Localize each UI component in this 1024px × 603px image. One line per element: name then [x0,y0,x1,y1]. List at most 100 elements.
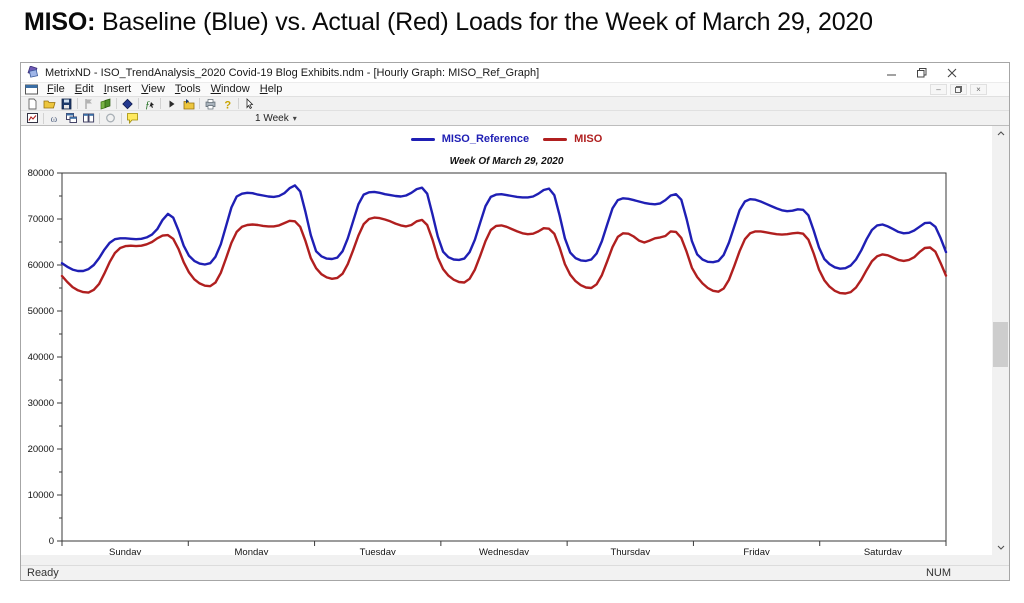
legend-label-reference: MISO_Reference [441,133,530,145]
refresh-button[interactable] [102,112,119,125]
paste-button[interactable] [97,97,114,110]
line-chart: 0 10000 20000 30000 40000 50000 60000 70000 8000… [28,168,948,556]
tile-windows-button[interactable] [80,112,97,125]
svg-text:Wednesday: Wednesday [479,547,529,556]
gem-button[interactable] [119,97,136,110]
svg-text:70000: 70000 [28,214,54,225]
legend-label-actual: MISO [574,133,603,145]
scroll-down-button[interactable] [992,540,1009,555]
save-icon [61,98,72,109]
app-logo-icon [27,66,39,78]
close-icon [947,68,957,77]
graph-icon [27,113,38,123]
restore-icon [917,67,927,77]
range-dropdown-value: 1 Week [255,112,289,124]
svg-text:Monday: Monday [235,547,269,556]
svg-text:Sunday: Sunday [109,547,141,556]
child-minimize-button[interactable]: – [930,84,947,95]
chart-legend: MISO_Reference MISO [21,133,992,145]
comment-button[interactable] [124,112,141,125]
pointer-button[interactable] [241,97,258,110]
svg-text:ω: ω [51,114,58,124]
play-button[interactable] [163,97,180,110]
new-file-button[interactable] [24,97,41,110]
help-button[interactable]: ? [219,97,236,110]
window-tile-icon [83,113,95,123]
function-pointer-button[interactable]: ƒ [141,97,158,110]
help-icon: ? [224,99,231,110]
vertical-scrollbar[interactable] [992,126,1009,555]
print-button[interactable] [202,97,219,110]
horizontal-scrollbar[interactable] [21,555,992,565]
num-lock-indicator: NUM [925,567,951,579]
slide-title: MISO: Baseline (Blue) vs. Actual (Red) L… [24,8,873,37]
slide-title-prefix: MISO: [24,8,96,36]
toolbar-graph: ω 1 Week ▾ [21,110,1009,125]
open-folder-button[interactable] [41,97,58,110]
statusbar: Ready NUM [21,565,1009,580]
menu-item-tools[interactable]: Tools [174,83,201,95]
vertical-scrollbar-thumb[interactable] [993,322,1008,367]
toolbar-main: ƒ ? [21,96,1009,110]
scroll-up-button[interactable] [992,126,1009,141]
child-close-button[interactable]: × [970,84,987,95]
legend-entry-actual: MISO [543,133,602,145]
minimize-button[interactable] [877,63,907,82]
child-window-icon[interactable] [25,84,38,95]
menu-item-edit[interactable]: Edit [74,83,94,95]
folder-export-icon [183,98,195,109]
menu-item-window[interactable]: Window [210,83,250,95]
formula-view-button[interactable]: ω [46,112,63,125]
svg-text:20000: 20000 [28,444,54,455]
chart-title: Week Of March 29, 2020 [449,156,564,167]
open-folder-icon [43,100,56,108]
svg-text:ƒ: ƒ [145,100,150,110]
save-button[interactable] [58,97,75,110]
folder-export-button[interactable] [180,97,197,110]
function-pointer-icon: ƒ [145,100,154,110]
window-title: MetrixND - ISO_TrendAnalysis_2020 Covid-… [45,66,540,79]
gem-icon [122,98,133,109]
play-icon [169,100,175,107]
menubar: File Edit Insert View Tools Window Help – × [21,82,1009,96]
menu-items: File Edit Insert View Tools Window Help [42,83,287,96]
child-restore-button[interactable] [950,84,967,95]
legend-swatch-blue [410,137,435,141]
flag-icon [85,98,92,109]
status-message: Ready [27,567,59,579]
svg-text:40000: 40000 [28,352,54,363]
svg-text:0: 0 [49,536,54,547]
range-dropdown[interactable]: 1 Week ▾ [251,113,301,124]
svg-text:Thursday: Thursday [610,547,650,556]
svg-text:50000: 50000 [28,306,54,317]
new-file-icon [28,98,37,109]
pointer-icon [246,97,254,109]
dropdown-arrow-icon: ▾ [292,113,297,123]
svg-text:80000: 80000 [28,168,54,179]
slide-title-rest: Baseline (Blue) vs. Actual (Red) Loads f… [95,8,873,36]
svg-text:?: ? [224,99,231,110]
menu-item-file[interactable]: File [47,83,65,95]
graph-view-button[interactable] [24,112,41,125]
flag-button[interactable] [80,97,97,110]
svg-text:Saturday: Saturday [864,547,902,556]
app-window: MetrixND - ISO_TrendAnalysis_2020 Covid-… [20,62,1010,581]
svg-text:10000: 10000 [28,490,54,501]
chart-region: MISO_Reference MISO Week Of March 29, 20… [21,126,992,556]
paste-icon [100,98,111,109]
scrollbar-corner [992,555,1009,565]
window-cascade-icon [66,113,77,123]
cascade-windows-button[interactable] [63,112,80,125]
menu-item-view[interactable]: View [141,83,165,95]
minimize-icon [887,74,896,75]
svg-text:Friday: Friday [743,547,770,556]
svg-text:60000: 60000 [28,260,54,271]
titlebar: MetrixND - ISO_TrendAnalysis_2020 Covid-… [21,63,1009,82]
legend-swatch-red [543,137,568,141]
close-button[interactable] [937,63,967,82]
comment-icon [127,113,138,124]
restore-button[interactable] [907,63,937,82]
menu-item-help[interactable]: Help [259,83,283,95]
menu-item-insert[interactable]: Insert [103,83,132,95]
